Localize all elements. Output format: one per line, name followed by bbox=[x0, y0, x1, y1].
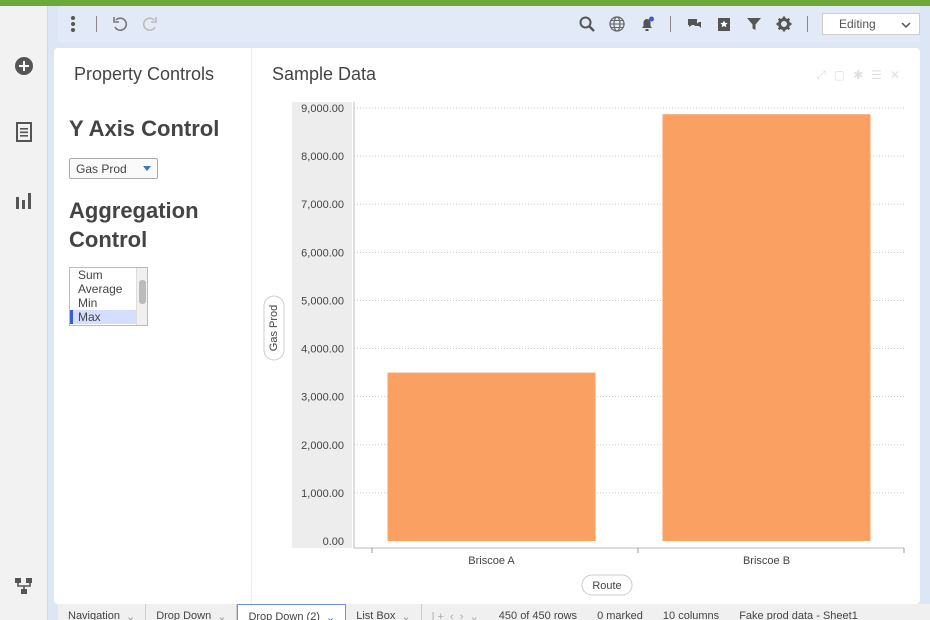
left-rail bbox=[0, 6, 48, 620]
bar-chart-icon[interactable] bbox=[12, 188, 36, 212]
chevron-down-icon[interactable]: ⌄ bbox=[325, 612, 336, 620]
chart-title: Sample Data bbox=[272, 64, 377, 84]
chevron-down-icon[interactable]: ⌄ bbox=[217, 611, 227, 620]
marked-count: 0 marked bbox=[597, 610, 643, 620]
y-tick-label: 3,000.00 bbox=[301, 392, 344, 404]
mode-dropdown[interactable]: Editing bbox=[822, 13, 920, 35]
y-tick-label: 4,000.00 bbox=[301, 344, 344, 356]
x-tick-label: Briscoe B bbox=[743, 555, 790, 567]
toolbar: Editing bbox=[58, 6, 920, 42]
y-axis-label: Gas Prod bbox=[268, 305, 280, 351]
menu-icon[interactable]: ☰ bbox=[871, 68, 882, 82]
y-tick-label: 2,000.00 bbox=[301, 440, 344, 452]
toolbar-separator bbox=[670, 16, 671, 32]
page-tab-list-box[interactable]: List Box ⌄ bbox=[346, 604, 422, 620]
mode-dropdown-label: Editing bbox=[839, 17, 876, 31]
search-icon[interactable] bbox=[572, 9, 602, 39]
visualization-toolbar: ⤢ ▢ ✱ ☰ ✕ bbox=[816, 68, 900, 83]
undo-icon[interactable] bbox=[105, 9, 135, 39]
document-icon[interactable] bbox=[12, 120, 36, 144]
y-axis-label-pill bbox=[263, 295, 285, 361]
gear-icon[interactable] bbox=[769, 9, 799, 39]
hierarchy-icon[interactable] bbox=[12, 574, 36, 598]
aggregation-listbox[interactable]: Sum Average Min Max bbox=[69, 267, 148, 326]
maximize-icon[interactable]: ⤢ bbox=[816, 68, 826, 82]
row-count: 450 of 450 rows bbox=[498, 610, 578, 620]
y-tick-label: 5,000.00 bbox=[301, 295, 344, 307]
dropdown-arrow-icon bbox=[143, 166, 151, 171]
comments-icon[interactable] bbox=[679, 9, 709, 39]
copy-icon[interactable]: ▢ bbox=[833, 68, 846, 82]
toolbar-separator bbox=[807, 16, 808, 32]
close-icon[interactable]: ✕ bbox=[889, 68, 900, 82]
notification-bell-icon[interactable] bbox=[632, 9, 662, 39]
bar-chart[interactable]: 0.00 1,000.00 2,000.00 3,000.00 4,000.00 5,00… bbox=[252, 88, 920, 604]
x-axis-label-pill bbox=[581, 574, 633, 596]
page-tab-drop-down-2[interactable]: Drop Down (2) ⌄ bbox=[237, 604, 347, 620]
redo-icon[interactable] bbox=[135, 9, 165, 39]
y-axis-band bbox=[292, 102, 352, 548]
y-tick-label: 8,000.00 bbox=[301, 151, 344, 163]
chevron-down-icon bbox=[901, 17, 911, 31]
plus-circle-icon[interactable] bbox=[12, 54, 36, 78]
y-tick-label: 0.00 bbox=[323, 536, 344, 548]
y-tick-label: 7,000.00 bbox=[301, 199, 344, 211]
column-count: 10 columns bbox=[662, 610, 720, 620]
y-tick-label: 6,000.00 bbox=[301, 247, 344, 259]
property-panel-title: Property Controls bbox=[74, 64, 215, 84]
y-tick-label: 9,000.00 bbox=[301, 103, 344, 115]
x-axis-label: Route bbox=[592, 580, 621, 592]
filter-icon[interactable] bbox=[739, 9, 769, 39]
page-nav-controls[interactable]: | + ‹ › ⌄ bbox=[431, 611, 479, 620]
chevron-down-icon[interactable]: ⌄ bbox=[401, 611, 411, 620]
y-axis-dropdown-value: Gas Prod bbox=[76, 161, 127, 176]
y-tick-label: 1,000.00 bbox=[301, 488, 344, 500]
x-tick-label: Briscoe A bbox=[468, 555, 515, 567]
tab-label: Drop Down (2) bbox=[248, 611, 320, 620]
bar bbox=[387, 372, 596, 541]
tab-label: List Box bbox=[356, 610, 396, 620]
tab-label: Drop Down bbox=[156, 610, 212, 620]
settings-icon[interactable]: ✱ bbox=[853, 68, 864, 82]
bookmark-icon[interactable] bbox=[709, 9, 739, 39]
aggregation-heading: Aggregation Control bbox=[69, 198, 199, 252]
listbox-item-average[interactable]: Average bbox=[78, 282, 123, 296]
listbox-item-max[interactable]: Max bbox=[70, 310, 147, 324]
y-axis-dropdown[interactable]: Gas Prod bbox=[69, 158, 158, 179]
property-controls-panel: Property Controls Y Axis Control Gas Pro… bbox=[54, 48, 252, 604]
status-bar: Navigation ⌄ Drop Down ⌄ Drop Down (2) ⌄ Li… bbox=[58, 604, 930, 620]
more-menu-icon[interactable] bbox=[58, 9, 88, 39]
page-canvas: Property Controls Y Axis Control Gas Pro… bbox=[54, 48, 920, 604]
scrollbar-thumb[interactable] bbox=[139, 280, 146, 304]
tab-label: Navigation bbox=[68, 610, 120, 620]
app-window: Editing Property Controls Y Axis Control… bbox=[0, 6, 930, 620]
toolbar-separator bbox=[96, 16, 97, 32]
page-tab-drop-down[interactable]: Drop Down ⌄ bbox=[146, 604, 238, 620]
globe-icon[interactable] bbox=[602, 9, 632, 39]
chevron-down-icon[interactable]: ⌄ bbox=[125, 611, 136, 620]
listbox-item-sum[interactable]: Sum bbox=[78, 268, 103, 282]
bar bbox=[662, 114, 871, 541]
y-axis-heading: Y Axis Control bbox=[69, 116, 220, 141]
listbox-scrollbar[interactable] bbox=[136, 268, 147, 325]
data-source: Fake prod data - Sheet1 bbox=[739, 610, 858, 620]
listbox-item-min[interactable]: Min bbox=[78, 296, 98, 310]
page-tab-navigation[interactable]: Navigation ⌄ bbox=[58, 604, 147, 620]
